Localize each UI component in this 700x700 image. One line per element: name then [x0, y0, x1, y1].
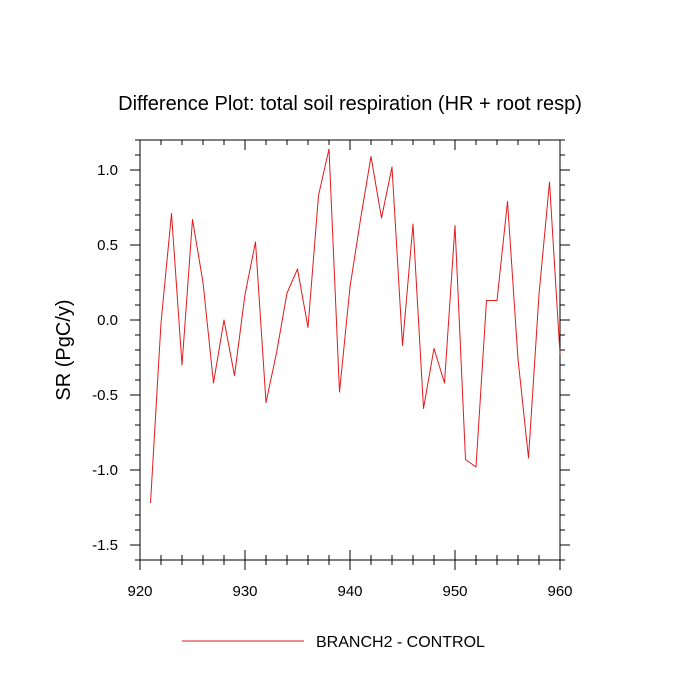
- series-line: [150, 148, 561, 504]
- x-tick-label: 960: [547, 583, 572, 600]
- plot-frame: [139, 139, 561, 561]
- plot-border: [139, 139, 561, 561]
- x-tick-label: 950: [442, 583, 467, 600]
- y-tick-label: 1.0: [97, 162, 118, 179]
- y-tick-label: -1.0: [92, 462, 118, 479]
- x-tick-label: 920: [127, 583, 152, 600]
- x-tick-label: 930: [232, 583, 257, 600]
- legend: BRANCH2 - CONTROL: [182, 634, 485, 651]
- y-axis: -1.5 -1.0 -0.5 0.0 0.5 1.0: [92, 139, 570, 561]
- y-tick-label: 0.5: [97, 237, 118, 254]
- chart-title: Difference Plot: total soil respiration …: [118, 93, 582, 115]
- y-tick-label: -0.5: [92, 387, 118, 404]
- x-tick-label: 940: [337, 583, 362, 600]
- y-tick-label: -1.5: [92, 537, 118, 554]
- y-tick-label: 0.0: [97, 312, 118, 329]
- legend-label: BRANCH2 - CONTROL: [316, 634, 485, 651]
- series-layer: [150, 148, 561, 504]
- x-axis: 920 930 940 950 960: [127, 140, 573, 600]
- y-axis-label: SR (PgC/y): [53, 299, 75, 400]
